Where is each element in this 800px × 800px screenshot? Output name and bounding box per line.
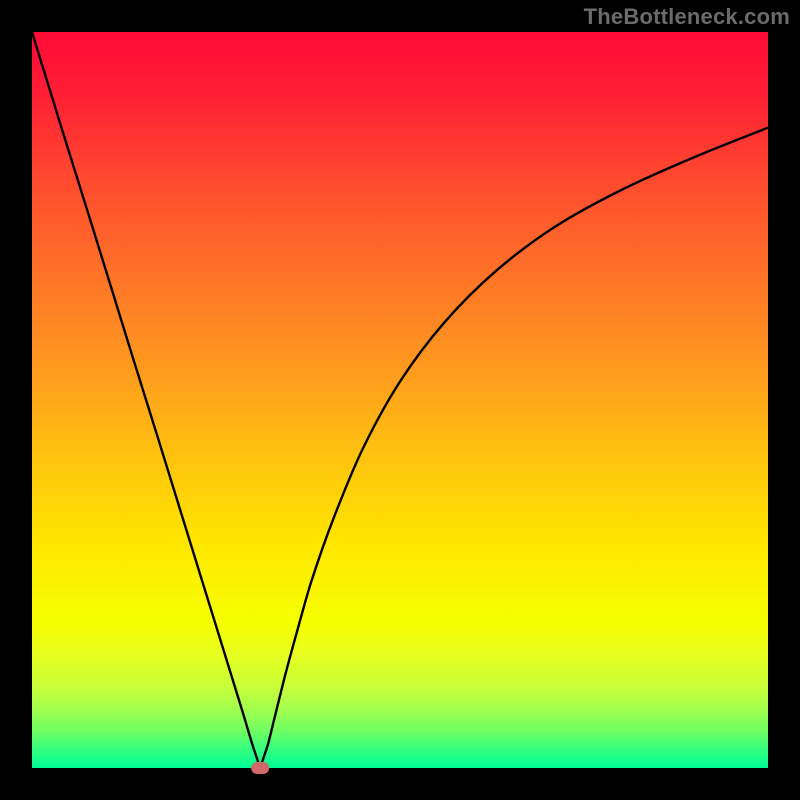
minimum-marker (251, 762, 269, 774)
chart-container: TheBottleneck.com (0, 0, 800, 800)
watermark-text: TheBottleneck.com (584, 4, 790, 30)
bottleneck-chart (0, 0, 800, 800)
